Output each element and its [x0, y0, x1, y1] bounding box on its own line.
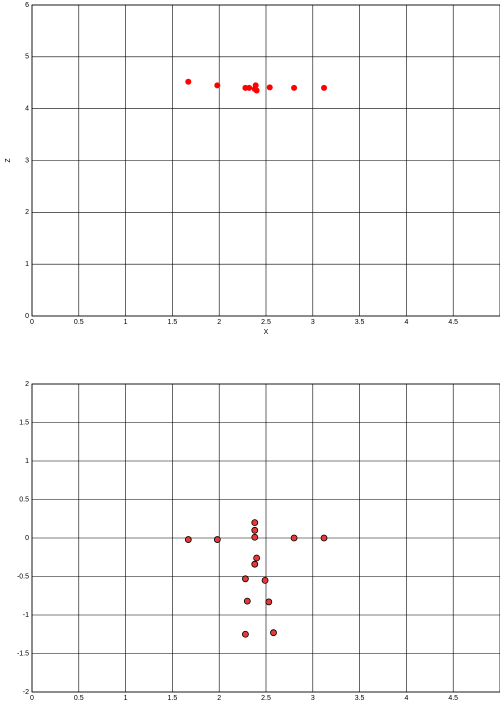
x-tick-label: 1	[124, 319, 128, 326]
x-tick-label: 1.5	[168, 695, 178, 702]
x-tick-label: 4	[404, 695, 408, 702]
point	[320, 534, 328, 542]
y-tick-label: 6	[25, 2, 29, 9]
x-tick-label: 0	[30, 695, 34, 702]
point	[266, 84, 273, 91]
y-tick-label: 3	[25, 157, 29, 164]
point	[290, 534, 298, 542]
x-tick-label: 3	[311, 695, 315, 702]
y-tick-label: 2	[25, 381, 29, 388]
plot-frame	[31, 4, 500, 317]
point	[185, 78, 192, 85]
x-tick-label: 4	[404, 319, 408, 326]
point	[246, 84, 253, 91]
point	[251, 560, 259, 568]
point	[252, 82, 259, 89]
x-tick-label: 1.5	[168, 319, 178, 326]
point	[251, 526, 259, 534]
y-tick-label: -1.5	[17, 650, 29, 657]
point	[265, 598, 273, 606]
point	[253, 87, 260, 94]
y-tick-label: 4	[25, 106, 29, 113]
x-tick-label: 4.5	[448, 319, 458, 326]
y-tick-label: -1	[23, 612, 29, 619]
x-tick-label: 2.5	[261, 319, 271, 326]
x-tick-label: 0.5	[74, 695, 84, 702]
point	[213, 536, 221, 543]
y-tick-label: 1	[25, 458, 29, 465]
y-tick-label: 1.5	[19, 419, 29, 426]
x-tick-label: 3.5	[355, 695, 365, 702]
y-tick-label: 0.5	[19, 496, 29, 503]
y-tick-label: -0.5	[17, 573, 29, 580]
y-tick-label: 2	[25, 209, 29, 216]
point	[243, 597, 251, 605]
point	[242, 575, 249, 583]
point	[261, 576, 269, 584]
y-tick-label: 5	[25, 54, 29, 61]
x-tick-label: 0	[30, 319, 34, 326]
x-tick-label: 2	[217, 695, 221, 702]
point	[270, 629, 277, 637]
point	[291, 84, 298, 91]
x-tick-label: 0.5	[74, 319, 84, 326]
plot-frame	[31, 383, 500, 693]
y-tick-label: 0	[25, 313, 29, 320]
point	[184, 536, 192, 543]
x-axis-label: X	[264, 329, 269, 336]
x-tick-label: 3.5	[355, 319, 365, 326]
point	[251, 519, 259, 526]
y-axis-label: Z	[5, 158, 12, 163]
y-tick-label: -2	[23, 689, 29, 696]
x-tick-label: 1	[124, 695, 128, 702]
y-tick-label: 0	[25, 535, 29, 542]
x-tick-label: 2	[217, 319, 221, 326]
point	[253, 554, 261, 562]
x-tick-label: 4.5	[448, 695, 458, 702]
x-tick-label: 3	[311, 319, 315, 326]
x-tick-label: 2.5	[261, 695, 271, 702]
point	[251, 533, 259, 541]
point	[214, 82, 221, 89]
y-tick-label: 1	[25, 261, 29, 268]
point	[321, 84, 328, 91]
point	[242, 630, 249, 638]
